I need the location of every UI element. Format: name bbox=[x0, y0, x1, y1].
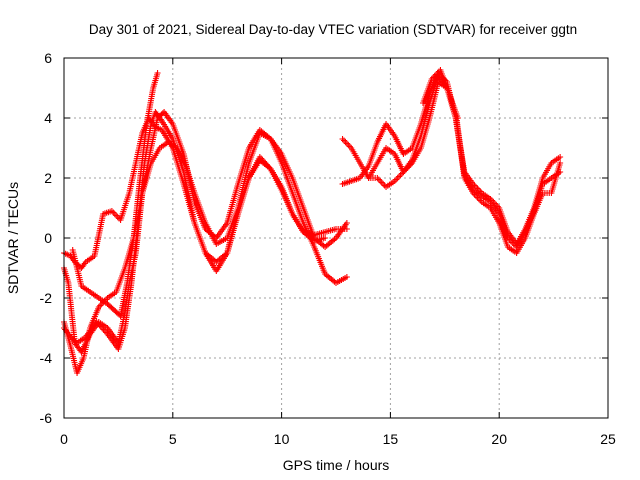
data-point-marker bbox=[342, 139, 349, 145]
chart-title: Day 301 of 2021, Sidereal Day-to-day VTE… bbox=[89, 22, 577, 37]
data-point-marker bbox=[114, 214, 121, 220]
tick-labels: 0 5 10 15 20 25 -6 -4 -2 0 2 4 6 bbox=[40, 50, 616, 447]
x-tick-label: 25 bbox=[600, 431, 616, 447]
data-point-marker bbox=[557, 169, 564, 175]
data-point-marker bbox=[378, 179, 385, 186]
chart-ticks bbox=[63, 57, 609, 419]
series-track-9 bbox=[420, 67, 461, 121]
data-point-marker bbox=[340, 137, 347, 144]
x-tick-label: 20 bbox=[491, 431, 507, 447]
x-tick-label: 5 bbox=[169, 431, 177, 447]
y-tick-label: -2 bbox=[40, 290, 53, 306]
data-point-marker bbox=[557, 160, 564, 166]
data-point-marker bbox=[557, 154, 564, 160]
y-axis-label: SDTVAR / TECUs bbox=[5, 182, 21, 294]
y-tick-label: 0 bbox=[44, 230, 52, 246]
x-tick-label: 15 bbox=[383, 431, 399, 447]
y-tick-label: 4 bbox=[44, 110, 52, 126]
x-tick-label: 0 bbox=[60, 431, 68, 447]
data-point-marker bbox=[322, 235, 329, 241]
data-point-marker bbox=[339, 136, 346, 142]
x-axis-label: GPS time / hours bbox=[283, 457, 390, 473]
data-point-marker bbox=[343, 274, 350, 280]
data-point-marker bbox=[110, 209, 117, 216]
data-point-marker bbox=[375, 176, 382, 183]
data-point-marker bbox=[399, 170, 406, 177]
data-point-marker bbox=[377, 178, 384, 184]
data-point-marker bbox=[345, 142, 352, 148]
data-point-marker bbox=[394, 175, 401, 181]
y-tick-label: 6 bbox=[44, 50, 52, 66]
series-track-5 bbox=[69, 70, 161, 319]
y-tick-label: -6 bbox=[40, 410, 53, 426]
series-track-8 bbox=[365, 73, 564, 250]
data-point-marker bbox=[154, 70, 161, 76]
chart-data-points bbox=[61, 67, 564, 376]
data-point-marker bbox=[393, 176, 400, 183]
x-tick-label: 10 bbox=[274, 431, 290, 447]
data-point-marker bbox=[343, 220, 350, 226]
data-point-marker bbox=[396, 173, 403, 180]
y-tick-label: -4 bbox=[40, 350, 53, 366]
series-track-4 bbox=[61, 139, 329, 376]
data-point-marker bbox=[101, 328, 108, 334]
y-tick-label: 2 bbox=[44, 170, 52, 186]
data-point-marker bbox=[343, 140, 350, 147]
data-point-marker bbox=[454, 115, 461, 121]
chart-grid bbox=[64, 58, 608, 418]
series-track-2 bbox=[61, 115, 350, 274]
